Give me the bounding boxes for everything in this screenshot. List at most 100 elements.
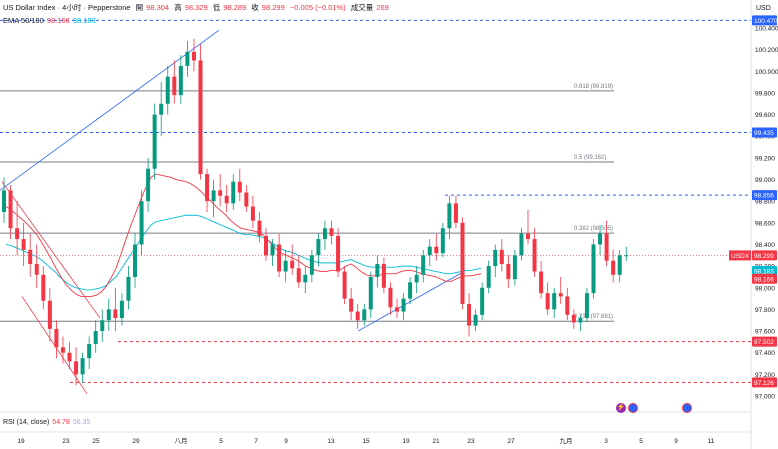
ema-legend[interactable]: EMA 50/100 98.166 98.183 <box>3 16 99 25</box>
x-tick-label: 23 <box>467 438 475 445</box>
y-tick-label: 98.800 <box>755 199 775 206</box>
candle-body <box>395 307 399 312</box>
y-tick-label: 97.000 <box>755 394 775 401</box>
candle-body <box>526 233 530 240</box>
candle-body <box>565 296 570 315</box>
price-tag-label: 98.183 <box>754 268 774 275</box>
candle-body <box>381 263 386 288</box>
candle-body <box>178 65 183 96</box>
candle-body <box>322 228 327 240</box>
y-tick-label: 98.400 <box>755 242 775 249</box>
rsi-label: RSI (14, close) <box>3 419 50 426</box>
y-tick-label: 97.200 <box>755 372 775 379</box>
candle-body <box>146 168 151 202</box>
candle-body <box>165 76 170 104</box>
candle-body <box>211 190 216 202</box>
fib-level-label: 0.618 (99.819) <box>574 84 613 90</box>
candle-body <box>421 255 426 275</box>
candle-body <box>21 239 26 250</box>
level-price-tag <box>752 15 777 26</box>
level-price-tag <box>752 377 777 388</box>
candle-body <box>604 233 609 261</box>
candle-body <box>598 233 603 245</box>
x-tick-label: 19 <box>402 438 410 445</box>
symbol-title: US Dollar Index · 4小时 · Pepperstone <box>3 3 131 12</box>
candle-body <box>362 309 367 321</box>
candle-body <box>336 235 341 272</box>
x-tick-label: 19 <box>17 438 25 445</box>
y-tick-label: 98.600 <box>755 220 775 227</box>
candle-body <box>224 195 229 204</box>
y-tick-label: 99.800 <box>755 90 775 97</box>
candle-body <box>355 311 360 321</box>
candle-body <box>100 320 105 332</box>
candle-body <box>191 51 196 61</box>
x-tick-label: 15 <box>362 438 370 445</box>
us-flag-icon[interactable] <box>682 403 692 413</box>
x-tick-label: 29 <box>132 438 140 445</box>
candle-body <box>460 222 465 304</box>
candle-body <box>41 274 46 301</box>
candle-body <box>2 190 6 212</box>
y-tick-label: 100.000 <box>755 69 778 76</box>
candle-body <box>453 203 458 223</box>
trendline-down-1 <box>1 181 101 319</box>
us-flag-icon[interactable] <box>628 403 638 413</box>
candle-body <box>80 358 85 375</box>
candle-body <box>467 304 472 326</box>
lightning-icon[interactable]: ⚡ <box>616 403 626 413</box>
candle-body <box>309 255 314 275</box>
chart-header: US Dollar Index · 4小时 · Pepperstone 開 98.… <box>3 2 392 13</box>
candle-body <box>506 263 511 280</box>
candle-body <box>440 228 445 254</box>
candle-body <box>93 331 98 345</box>
candle-body <box>54 328 59 348</box>
candle-body <box>277 244 282 272</box>
candle-body <box>47 300 52 329</box>
candle-body <box>342 271 347 299</box>
close-value: 98.299 <box>261 3 285 12</box>
candle-body <box>499 249 504 264</box>
candle-body <box>34 263 39 275</box>
candle-body <box>571 314 576 323</box>
candle-body <box>250 206 255 221</box>
candle-body <box>552 293 557 310</box>
candle-body <box>264 235 268 256</box>
candle-body <box>414 274 419 283</box>
candle-body <box>611 260 616 275</box>
candle-body <box>480 287 485 315</box>
candle-body <box>591 244 596 294</box>
price-tag <box>752 265 777 276</box>
candle-body <box>106 309 111 321</box>
candle-body <box>87 344 92 359</box>
y-tick-label: 99.200 <box>755 155 775 162</box>
candle-body <box>401 298 406 312</box>
candle-body <box>329 228 334 236</box>
ema100-value: 98.183 <box>72 16 96 25</box>
candle-body <box>152 114 157 169</box>
candle-body <box>447 203 452 229</box>
y-tick-label: 100.400 <box>755 26 778 33</box>
level-price-label: 98.856 <box>754 193 774 200</box>
candle-body <box>368 276 373 310</box>
level-price-label: 97.126 <box>754 380 774 387</box>
candle-body <box>375 263 380 277</box>
candle-body <box>558 293 563 297</box>
candle-body <box>119 300 124 319</box>
x-tick-label: 11 <box>708 438 715 445</box>
price-axis <box>751 0 778 449</box>
candle-body <box>303 274 308 283</box>
high-value: 98.329 <box>184 3 208 12</box>
volume-label: 成交量 <box>350 3 374 12</box>
candle-body <box>67 352 72 362</box>
x-tick-label: 9 <box>674 438 678 445</box>
x-tick-label: 21 <box>432 438 440 445</box>
x-tick-label: 九月 <box>560 436 573 445</box>
candle-body <box>270 244 275 256</box>
candle-body <box>473 314 478 326</box>
candle-body <box>244 192 249 207</box>
y-tick-label: 97.400 <box>755 350 775 357</box>
rsi-legend[interactable]: RSI (14, close) 54.78 56.35 <box>3 419 93 426</box>
level-price-tag <box>752 336 777 347</box>
